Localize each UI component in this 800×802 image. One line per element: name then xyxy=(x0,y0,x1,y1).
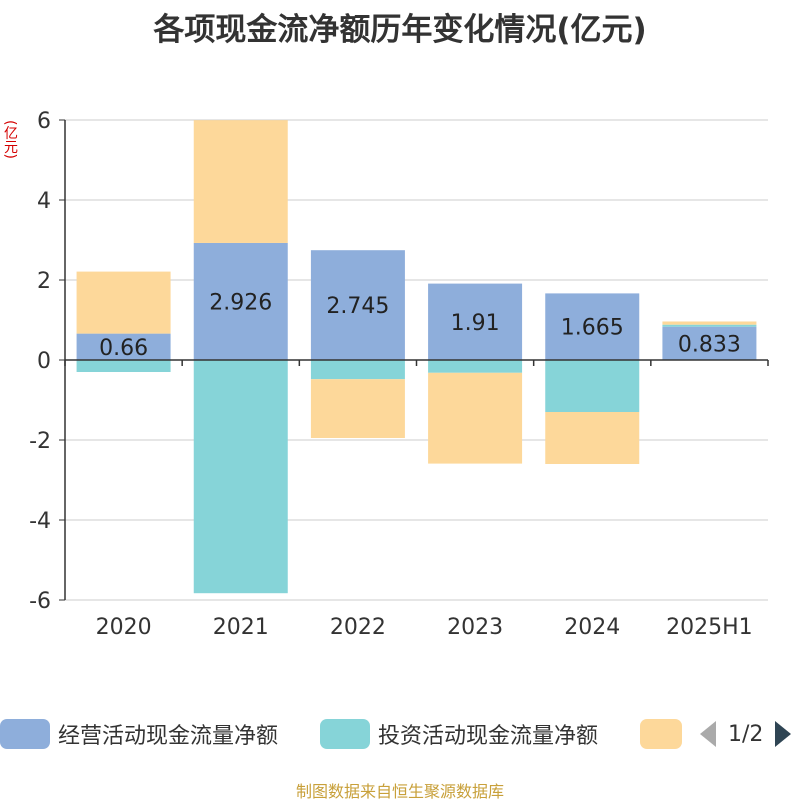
y-tick-label: 6 xyxy=(37,109,51,134)
bar-operating xyxy=(428,283,523,360)
x-tick-label: 2023 xyxy=(447,615,503,640)
data-label: 0.66 xyxy=(99,336,148,361)
y-tick-label: 2 xyxy=(37,269,51,294)
legend: 经营活动现金流量净额 投资活动现金流量净额 xyxy=(0,716,800,756)
bar-chart: 6 4 2 0 -2 -4 -6 2020 2021 2022 2023 2024 2025H1 0.66… xyxy=(29,109,769,640)
bar-financing xyxy=(310,379,405,438)
bar-financing xyxy=(193,120,288,243)
y-tick-label: -2 xyxy=(29,429,51,454)
bar-financing xyxy=(428,372,523,464)
data-label: 2.745 xyxy=(326,294,389,319)
y-tick-label: 4 xyxy=(37,189,51,214)
y-axis-unit: (亿元) xyxy=(2,120,18,159)
bar-operating xyxy=(193,242,288,360)
bar-investing xyxy=(76,360,171,372)
bar-financing xyxy=(545,412,640,464)
legend-next-icon[interactable] xyxy=(775,721,792,747)
x-tick-label: 2025H1 xyxy=(666,615,753,640)
y-tick-label: -4 xyxy=(29,509,51,534)
legend-label-investing: 投资活动现金流量净额 xyxy=(378,724,599,749)
legend-page-indicator: 1/2 xyxy=(728,721,764,747)
legend-item-financing[interactable] xyxy=(640,716,690,752)
bar-investing xyxy=(310,360,405,380)
legend-item-investing[interactable]: 投资活动现金流量净额 xyxy=(320,716,598,752)
data-label: 1.665 xyxy=(561,316,624,341)
bar-investing xyxy=(428,360,523,373)
y-tick-label: 0 xyxy=(37,349,51,374)
legend-item-operating[interactable]: 经营活动现金流量净额 xyxy=(0,716,278,752)
data-label: 2.926 xyxy=(209,290,272,315)
x-tick-label: 2024 xyxy=(564,615,620,640)
bar-operating xyxy=(662,326,757,360)
bar-operating xyxy=(310,250,405,360)
legend-prev-icon[interactable] xyxy=(700,721,716,747)
bar-financing xyxy=(662,321,757,325)
legend-label-operating: 经营活动现金流量净额 xyxy=(58,724,279,749)
legend-swatch-operating xyxy=(0,719,50,749)
legend-pager: 1/2 xyxy=(700,716,792,752)
x-tick-label: 2021 xyxy=(213,615,269,640)
bar-investing xyxy=(193,360,288,594)
data-label: 1.91 xyxy=(451,311,500,336)
y-tick-label: -6 xyxy=(29,589,51,614)
x-tick-label: 2020 xyxy=(96,615,152,640)
chart-title: 各项现金流净额历年变化情况(亿元) xyxy=(153,12,647,48)
bar-investing xyxy=(662,324,757,327)
legend-swatch-financing xyxy=(640,719,682,749)
data-label: 0.833 xyxy=(678,332,741,357)
x-tick-label: 2022 xyxy=(330,615,386,640)
legend-swatch-investing xyxy=(320,719,370,749)
bar-financing xyxy=(76,271,171,334)
data-source-note: 制图数据来自恒生聚源数据库 xyxy=(295,782,504,801)
bar-operating xyxy=(545,293,640,360)
bar-investing xyxy=(545,360,640,412)
bar-operating xyxy=(76,333,171,360)
